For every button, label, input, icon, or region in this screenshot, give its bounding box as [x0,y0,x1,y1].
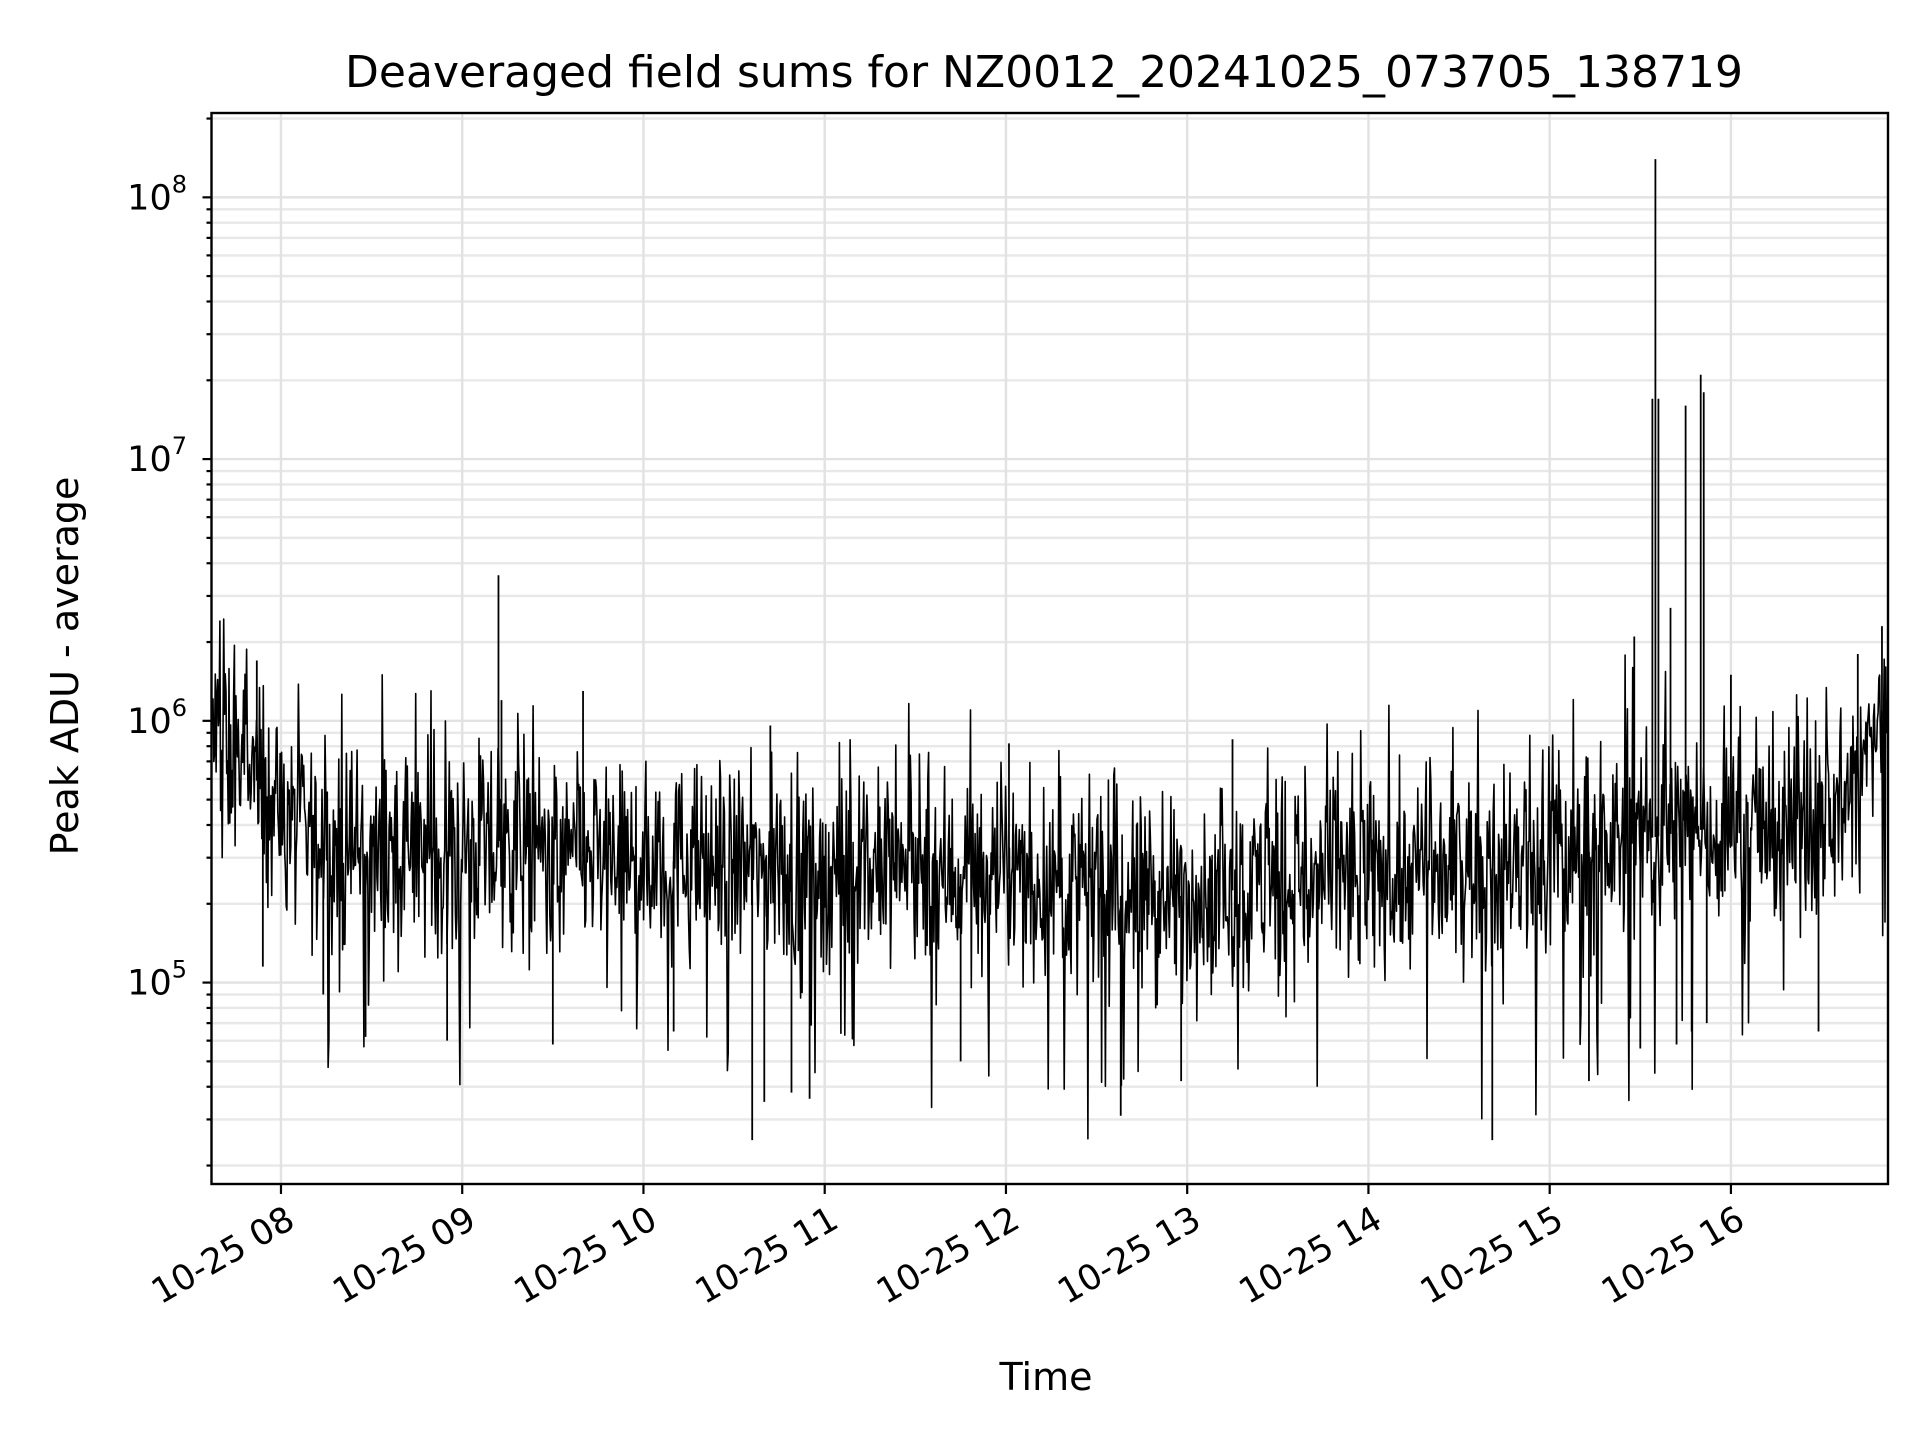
y-tick-exponent: 6 [172,694,187,722]
chart-title: Deaveraged field sums for NZ0012_2024102… [345,47,1743,98]
x-tick-label: 10-25 12 [870,1199,1026,1312]
x-axis-label: Time [999,1355,1093,1399]
y-tick-exponent: 5 [172,956,187,984]
x-tick-label: 10-25 10 [508,1199,664,1312]
data-series [210,159,1889,1141]
y-tick-base: 10 [127,178,172,218]
y-tick-label: 105 [127,956,187,1004]
y-tick-base: 10 [127,702,172,742]
y-tick-base: 10 [127,440,172,480]
x-tick-label: 10-25 15 [1414,1199,1570,1312]
y-tick-label: 106 [127,694,187,742]
x-tick-label: 10-25 14 [1233,1199,1389,1312]
y-tick-label: 108 [127,170,187,218]
y-tick-base: 10 [127,964,172,1004]
series-line [210,618,1889,1140]
x-tick-label: 10-25 13 [1051,1199,1207,1312]
grid-lines [211,113,1888,1184]
x-tick-label: 10-25 08 [145,1199,301,1312]
plot-frame [210,111,1890,1186]
y-tick-exponent: 7 [172,432,187,460]
x-tick-label: 10-25 16 [1595,1199,1751,1312]
y-tick-exponent: 8 [172,170,187,198]
y-tick-label: 107 [127,432,187,480]
y-axis-label: Peak ADU - average [43,477,87,856]
x-tick-label: 10-25 11 [689,1199,845,1312]
x-axis: 10-25 08 10-25 09 10-25 10 10-25 11 10-25 12… [145,1184,1751,1312]
x-tick-label: 10-25 09 [326,1199,482,1312]
